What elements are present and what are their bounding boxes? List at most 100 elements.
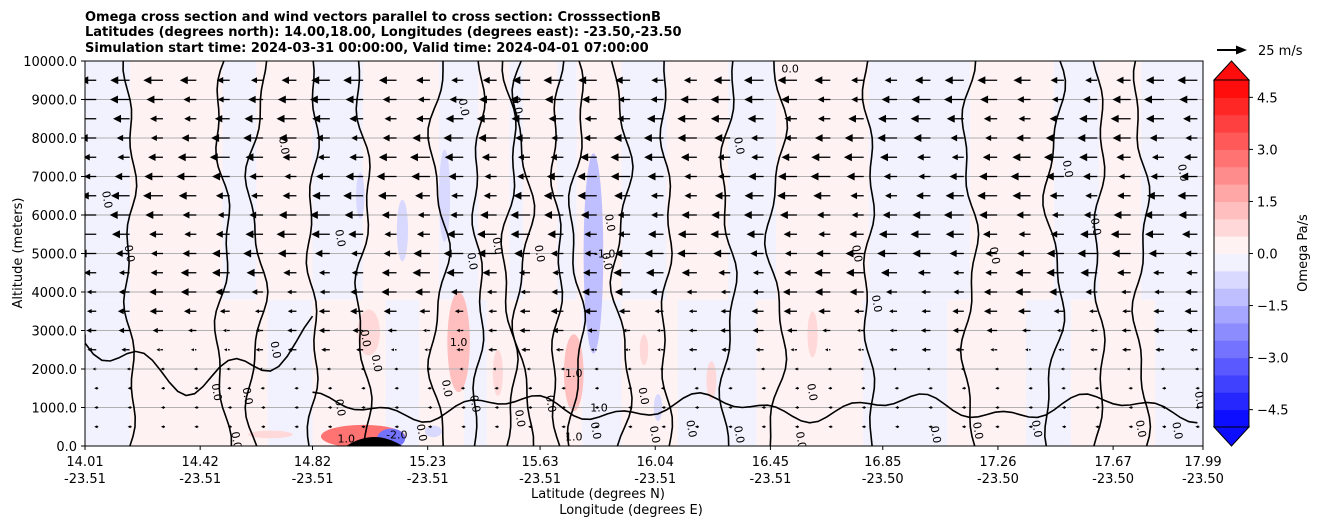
contour-label-group: 0.0	[804, 382, 820, 401]
wind-vector-head	[1049, 288, 1057, 296]
y-tick-label: 8000.0	[32, 132, 78, 147]
contour-label: 0.0	[357, 329, 373, 348]
contour-label: 0.0	[543, 394, 559, 413]
contour-label-group: 0.0	[1169, 421, 1185, 440]
contour-label: 0.0	[599, 252, 615, 271]
wind-vector-head	[356, 347, 360, 352]
wind-vector-head	[920, 328, 926, 333]
contour-label: 0.0	[869, 294, 885, 313]
wind-vector-head	[860, 367, 864, 371]
wind-vector-head	[1177, 191, 1186, 200]
wind-vector-head	[880, 268, 889, 277]
wind-vector-head	[226, 367, 230, 371]
wind-vector-head	[1085, 192, 1092, 199]
wind-vector-head	[1089, 309, 1094, 314]
wind-vector-head	[627, 367, 631, 371]
wind-vector-head	[181, 134, 189, 142]
wind-vector-head	[686, 289, 692, 295]
wind-vector-head	[145, 211, 154, 219]
wind-vector-head	[848, 114, 856, 123]
wind-vector-head	[85, 76, 89, 85]
wind-vector-head	[292, 367, 296, 371]
wind-vector-head	[127, 425, 131, 429]
wind-vector-head	[180, 268, 189, 277]
wind-vector-head	[985, 134, 992, 142]
wind-vector-head	[476, 114, 485, 123]
omega-band-lower	[947, 299, 1027, 446]
wind-vector-head	[349, 115, 357, 123]
wind-vector-head	[828, 386, 832, 390]
wind-vector-head	[494, 386, 498, 390]
contour-label: 1.0	[337, 432, 355, 445]
wind-vector-head	[444, 153, 453, 162]
wind-vector-head	[781, 153, 790, 162]
colorbar-segment	[1214, 132, 1249, 150]
wind-vector-head	[1016, 134, 1024, 142]
wind-vector-head	[550, 250, 558, 257]
wind-vector-head	[415, 192, 423, 200]
wind-vector-head	[381, 269, 390, 277]
wind-vector-head	[694, 406, 698, 409]
wind-vector-head	[382, 134, 390, 142]
wind-vector-head	[519, 327, 525, 334]
wind-vector-head	[918, 173, 925, 180]
wind-vector-head	[1184, 308, 1191, 315]
contour-label: 0.0	[804, 382, 820, 401]
wind-vector-head	[560, 367, 564, 371]
wind-vector-head	[377, 191, 386, 200]
y-tick-label: 10000.0	[23, 55, 77, 70]
wind-vector-head	[617, 231, 624, 238]
contour-label: 0.0	[99, 190, 115, 209]
wind-vector-head	[628, 425, 632, 429]
wind-vector-head	[450, 288, 458, 296]
wind-vector-head	[211, 134, 220, 142]
wind-vector-head	[1083, 211, 1091, 219]
wind-vector-head	[945, 191, 954, 200]
wind-vector-head	[660, 386, 664, 390]
wind-vector-head	[1116, 269, 1124, 277]
wind-vector-head	[750, 134, 758, 142]
wind-vector-head	[717, 173, 725, 180]
wind-vector-head	[694, 386, 698, 390]
wind-vector-head	[681, 211, 690, 219]
wind-vector-head	[584, 115, 591, 122]
wind-vector-head	[677, 230, 686, 239]
wind-vector-head	[728, 406, 732, 409]
wind-vector-head	[127, 386, 131, 390]
wind-vector-head	[113, 114, 122, 123]
x-tick-label-lat: 15.63	[521, 455, 558, 470]
wind-vector-head	[259, 367, 263, 371]
wind-vector-head	[222, 328, 227, 333]
wind-vector-head	[361, 386, 365, 390]
wind-vector-head	[250, 77, 257, 84]
wind-vector-head	[143, 191, 152, 200]
omega-band-lower	[385, 299, 420, 446]
wind-vector-head	[552, 269, 558, 276]
x-tick-label-lon: -23.51	[519, 472, 561, 487]
wind-vector-head	[427, 406, 431, 409]
wind-vector-head	[319, 270, 325, 276]
contour-label-group: 0.0	[369, 354, 385, 373]
x-axis-label-lat: Latitude (degrees N)	[531, 487, 665, 502]
wind-vector-head	[761, 386, 765, 390]
wind-vector-head	[451, 77, 458, 84]
wind-vector-head	[1012, 191, 1021, 200]
omega-feature	[247, 430, 293, 439]
wind-vector-head	[881, 95, 890, 104]
contour-label-group: 0.0	[1192, 390, 1203, 409]
contour-label-group: 0.0	[987, 246, 1003, 265]
x-tick-label-lat: 16.45	[752, 455, 789, 470]
wind-vector-head	[651, 77, 658, 84]
contour-label-layer: 0.0 0.0 0.0 0.0 0.0 0.0 0.0 0.0 0.0 0.0 0.0 0.0 0.0 0…	[99, 63, 1203, 446]
wind-vector-head	[555, 347, 560, 352]
contour-label: 0.0	[970, 421, 986, 440]
wind-vector-head	[921, 289, 926, 295]
omega-band-upper	[556, 61, 578, 300]
wind-vector-head	[315, 134, 323, 142]
wind-vector-head	[979, 211, 988, 219]
wind-vector-head	[443, 134, 452, 142]
wind-vector-head	[92, 367, 96, 371]
omega-band-upper	[312, 61, 364, 300]
wind-vector-head	[849, 288, 857, 296]
wind-vector-head	[1180, 172, 1189, 181]
